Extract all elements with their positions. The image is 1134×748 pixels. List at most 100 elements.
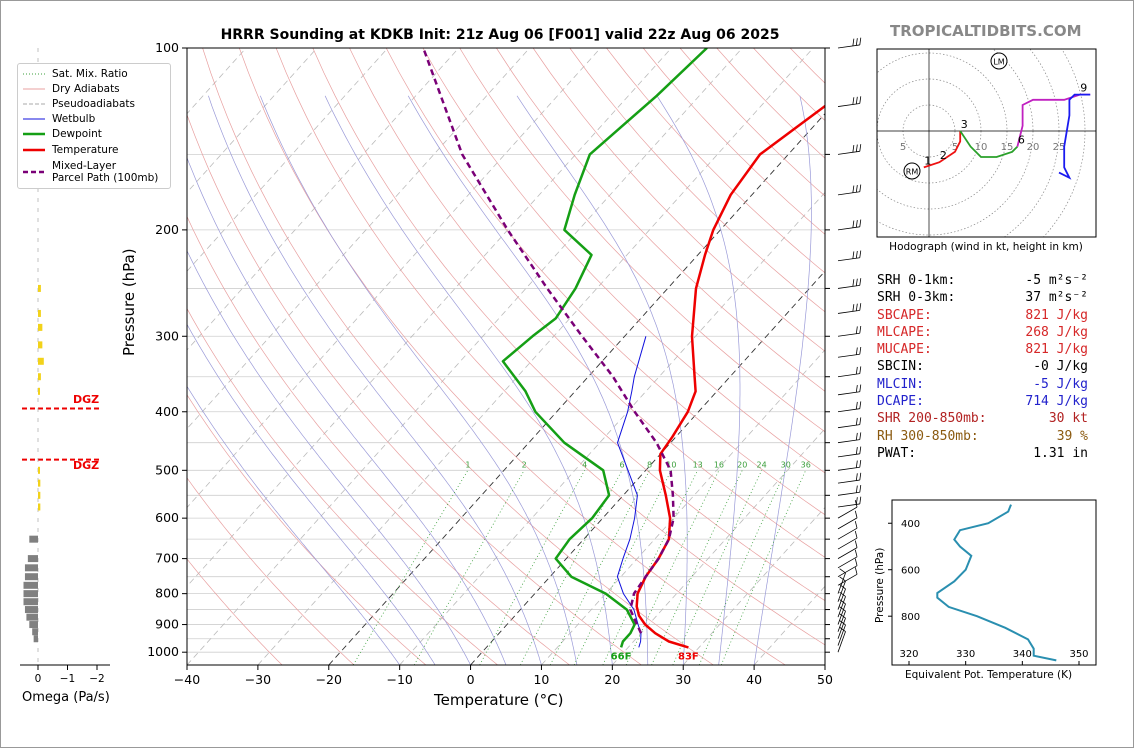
barb-flag [859,417,862,425]
omega-bar [27,555,38,563]
barb-flag [839,584,846,590]
barb-flag [859,144,862,152]
barb-staff [837,226,860,231]
omega-tick-label: −2 [89,673,104,685]
barb-flag [859,278,862,286]
barb-flag [855,278,858,286]
dry-adiabat [187,477,355,665]
dry-adiabat [187,113,642,665]
y-tick-label: 800 [155,586,179,601]
barb-flag [855,303,858,311]
wind-barb [837,620,846,646]
barb-staff [837,373,860,378]
param-label: MLCIN: [877,376,924,392]
hodograph-rings: 5 5 10 15 20 25 [877,49,1096,237]
barb-staff [837,466,860,471]
param-label: SBCAPE: [877,307,932,323]
wind-barb [837,37,862,49]
barb-flag [859,346,862,355]
theta-e-y-label-text: Pressure (hPa) [874,547,886,623]
barb-flag [839,568,846,574]
storm-motion-marker [903,162,921,180]
omega-tick-label: −1 [60,673,75,685]
barb-flag [854,510,858,518]
y-tick-label: 100 [155,40,179,55]
theta-e-panel: 320 330 340 350 400 600 800 [888,504,1089,665]
wind-barb [837,521,858,540]
theta-e-x-label: Equivalent Pot. Temperature (K) [905,669,1073,681]
mixing-ratio-line [352,470,469,665]
wind-barb [837,417,862,429]
y-tick-label: 400 [155,404,179,419]
dry-adiabat [422,48,825,474]
barb-flag [859,459,862,468]
omega-bar [23,590,38,598]
hodo-ring-label: 25 [1053,142,1066,153]
isotherm [470,270,825,665]
hodo-segment [1058,93,1091,180]
wind-barb [837,250,862,262]
x-tick-label: 10 [533,672,549,687]
pseudoadiabat [656,95,741,665]
barb-flag [839,599,846,605]
param-value: -5 J/kg [1033,376,1088,392]
barb-staff [837,573,858,586]
storm-motion-lm: LM [993,58,1004,67]
barb-flag [855,460,858,468]
barb-staff [837,572,846,594]
skewt-background: 1 2 4 6 8 10 13 16 20 24 30 36 [187,48,825,665]
legend-label: Dry Adiabats [52,82,120,95]
param-label: RH 300-850mb: [877,428,979,444]
omega-bar [38,309,41,317]
barb-flag [839,576,846,582]
y-tick-label: 1000 [147,644,179,659]
param-label: MUCAPE: [877,342,932,358]
param-row: PWAT: 1.31 in [876,445,1096,462]
dry-adiabat [275,48,825,646]
barb-flag [854,521,858,529]
hodograph-label: Hodograph (wind in kt, height in km) [889,241,1083,253]
param-row: RH 300-850mb: 39 % [876,428,1096,445]
dry-adiabat [238,48,786,665]
wind-barb [837,626,846,653]
barb-flag [855,96,858,105]
wind-barb [837,303,862,314]
hodo-segment [959,130,1019,158]
barb-staff [837,565,858,578]
barb-flag [854,530,858,539]
barb-flag [859,366,862,374]
omega-bar [38,387,40,395]
dry-adiabat [496,48,825,392]
param-label: SBCIN: [877,359,924,375]
barb-flag [859,96,862,104]
barb-flag [855,366,858,375]
chart-title: HRRR Sounding at KDKB Init: 21z Aug 06 [… [220,27,780,43]
barb-flag [855,497,858,505]
barb-flag [859,184,862,192]
y-tick-label: 900 [155,617,179,632]
theta-e-plot [936,504,1057,662]
param-row: SRH 0-1km: -5 m²s⁻² [876,272,1096,289]
barb-flag [855,417,858,426]
barb-staff [837,439,860,444]
barb-staff [837,479,860,484]
barb-flag [855,447,858,455]
wind-barb [837,184,862,196]
hodo-ring-label: 10 [975,142,988,153]
barb-staff [837,453,860,458]
parameters-table: SRH 0-1km: -5 m²s⁻² SRH 0-3km: 37 m²s⁻² SB… [876,272,1096,462]
mixing-ratio-label: 4 [582,460,587,469]
hodo-segment [923,131,962,169]
wind-barb [837,549,858,569]
wind-barb [837,591,846,618]
x-tick-label: 50 [817,672,833,687]
barb-flag [859,484,862,493]
watermark: TROPICALTIDBITS.COM [890,22,1082,40]
param-label: MLCAPE: [877,324,932,340]
barb-flag [839,613,846,619]
omega-bar [24,606,38,614]
hodo-ring-label: 5 [900,142,906,153]
dry-adiabat [187,307,498,665]
barb-flag [859,303,862,311]
